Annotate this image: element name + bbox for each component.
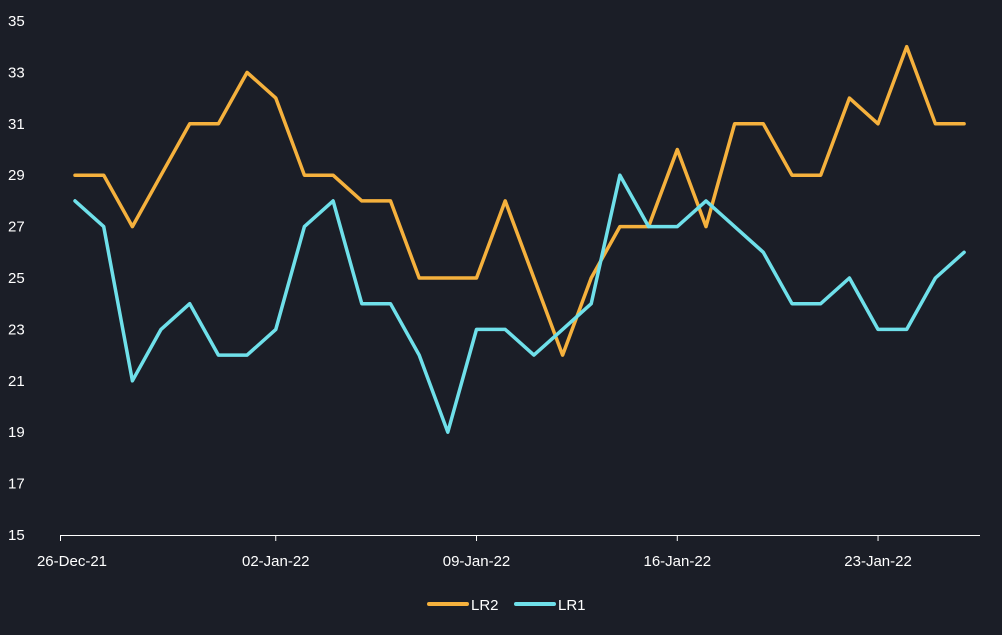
y-tick-label: 15 bbox=[8, 527, 25, 544]
y-tick-label: 33 bbox=[8, 64, 25, 81]
y-tick-label: 29 bbox=[8, 167, 25, 184]
legend-item-lr1[interactable]: LR1 bbox=[516, 597, 586, 614]
y-tick-label: 27 bbox=[8, 219, 25, 236]
legend-label: LR1 bbox=[558, 597, 586, 614]
x-tick-label: 09-Jan-22 bbox=[443, 553, 511, 570]
y-tick-label: 31 bbox=[8, 116, 25, 133]
x-tick-label: 16-Jan-22 bbox=[644, 553, 712, 570]
y-tick-label: 21 bbox=[8, 373, 25, 390]
legend-item-lr2[interactable]: LR2 bbox=[429, 597, 499, 614]
x-tick-label: 23-Jan-22 bbox=[844, 553, 912, 570]
y-tick-label: 35 bbox=[8, 13, 25, 30]
x-tick-label: 02-Jan-22 bbox=[242, 553, 310, 570]
y-tick-label: 23 bbox=[8, 321, 25, 338]
y-tick-label: 17 bbox=[8, 476, 25, 493]
legend: LR2 LR1 bbox=[429, 597, 586, 614]
x-tick-label: 26-Dec-21 bbox=[37, 553, 107, 570]
y-axis: 15 17 19 21 23 25 27 29 31 33 35 bbox=[8, 13, 25, 544]
y-tick-label: 19 bbox=[8, 424, 25, 441]
x-axis: 26-Dec-21 02-Jan-22 09-Jan-22 16-Jan-22 23-J… bbox=[37, 535, 980, 570]
legend-label: LR2 bbox=[471, 597, 499, 614]
plot-area bbox=[75, 47, 964, 433]
series-line-lr2 bbox=[75, 47, 964, 355]
series-line-lr1 bbox=[75, 175, 964, 432]
y-tick-label: 25 bbox=[8, 270, 25, 287]
